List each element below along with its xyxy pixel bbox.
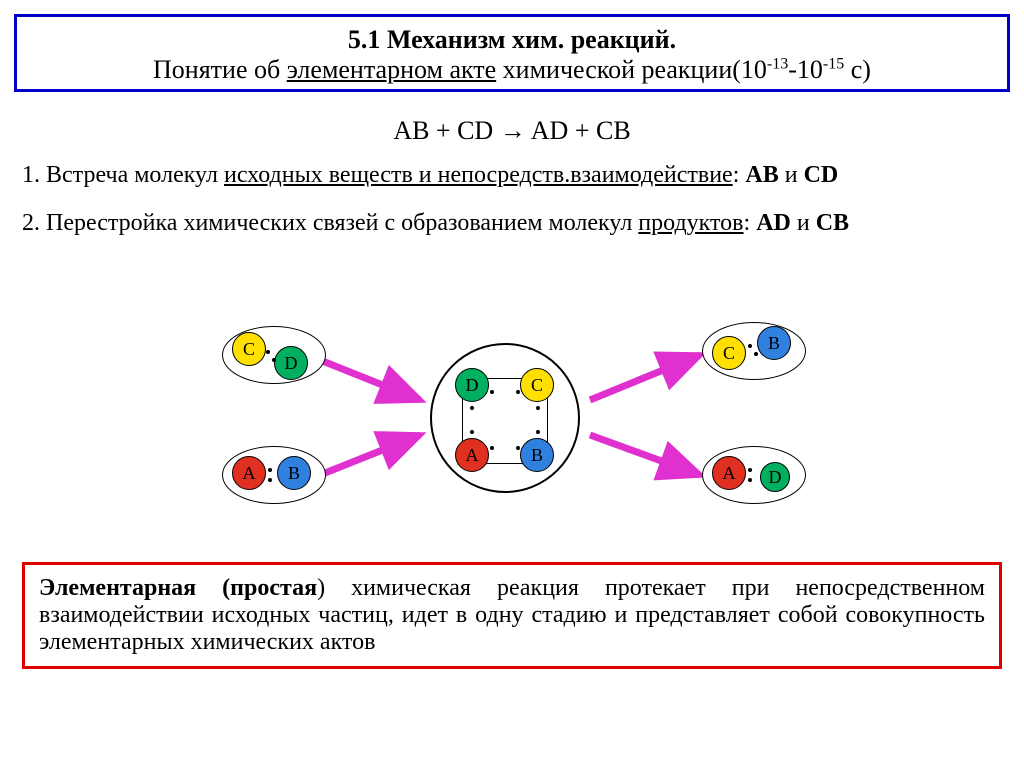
step-2: 2. Перестройка химических связей с образ… (22, 210, 1002, 237)
atom-d: D (274, 346, 308, 380)
title-line2: Понятие об элементарном акте химической … (29, 55, 995, 85)
atom-a: A (232, 456, 266, 490)
atom-b: B (277, 456, 311, 490)
definition-box: Элементарная (простая) химическая реакци… (22, 562, 1002, 669)
atom-b: B (520, 438, 554, 472)
atom-c: C (712, 336, 746, 370)
atom-d: D (760, 462, 790, 492)
title-line1: 5.1 Механизм хим. реакций. (29, 25, 995, 55)
atom-d: D (455, 368, 489, 402)
atom-b: B (757, 326, 791, 360)
step-1: 1. Встреча молекул исходных веществ и не… (22, 162, 1002, 189)
reaction-equation: АВ + СD → AD + CB (0, 116, 1024, 146)
reaction-diagram: DCABCDABCBAD (0, 290, 1024, 540)
atom-a: A (455, 438, 489, 472)
title-box: 5.1 Механизм хим. реакций. Понятие об эл… (14, 14, 1010, 92)
atom-c: C (520, 368, 554, 402)
atom-c: C (232, 332, 266, 366)
atom-a: A (712, 456, 746, 490)
